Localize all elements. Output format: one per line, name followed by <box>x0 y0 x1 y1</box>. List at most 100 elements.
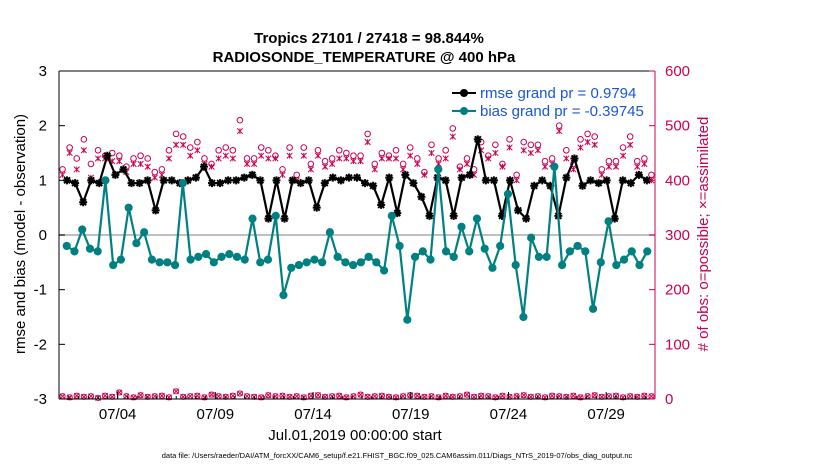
rmse-point <box>449 211 458 220</box>
obs-assimilated-point <box>357 158 364 165</box>
obs-low-assimilated-point <box>428 393 435 400</box>
obs-low-assimilated-point <box>215 393 222 400</box>
obs-low-possible-point <box>130 394 137 401</box>
obs-assimilated-point <box>236 127 244 135</box>
y-tick-label: 1 <box>39 172 47 189</box>
obs-assimilated-point <box>619 152 627 159</box>
obs-possible-point <box>172 130 180 138</box>
obs-assimilated-point <box>612 163 620 170</box>
rmse-point <box>208 179 217 188</box>
rmse-point <box>135 179 144 188</box>
rmse-point <box>87 176 96 185</box>
bias-point <box>519 312 528 322</box>
obs-low-possible-point <box>463 391 471 398</box>
obs-low-possible-point <box>102 392 109 399</box>
rmse-point <box>191 173 200 182</box>
y-axis-right-label: # of obs: o=possible; ×=assimilated <box>695 117 712 352</box>
obs-low-assimilated-point <box>371 393 378 400</box>
bias-point <box>232 252 242 261</box>
bias-point <box>372 258 381 267</box>
bias-point <box>418 247 427 256</box>
axes-layer: -3 -2 -1 0 1 2 3 0 100 200 300 400 500 600 07/04 07/09 0… <box>34 63 690 423</box>
y-right-tick-label: 600 <box>665 63 690 80</box>
obs-low-possible-point <box>570 392 577 399</box>
obs-assimilated-point <box>428 149 435 157</box>
obs-assimilated-point <box>165 155 173 162</box>
rmse-point <box>514 206 523 215</box>
y-right-tick-label: 300 <box>665 227 690 244</box>
rmse-point <box>127 179 136 188</box>
bias-point <box>581 247 590 256</box>
obs-low-possible-point <box>201 394 208 401</box>
bias-point <box>410 252 420 261</box>
obs-possible-point <box>506 136 513 143</box>
bias-point <box>201 250 211 259</box>
obs-low-assimilated-point <box>584 393 591 400</box>
bias-point <box>256 258 265 267</box>
obs-low-possible-point <box>137 392 144 399</box>
obs-possible-point <box>626 133 634 140</box>
obs-assimilated-point <box>80 147 87 154</box>
obs-assimilated-point <box>208 163 215 170</box>
bias-point <box>627 247 636 256</box>
rmse-point <box>353 173 361 182</box>
bias-point <box>240 255 249 264</box>
rmse-point <box>328 173 337 182</box>
obs-assimilated-point <box>407 152 414 159</box>
obs-assimilated-point <box>506 144 513 151</box>
bias-point <box>101 176 110 185</box>
bias-point <box>147 255 156 264</box>
obs-assimilated-point <box>300 152 307 159</box>
obs-assimilated-point <box>180 141 187 148</box>
bias-point <box>558 260 567 270</box>
obs-possible-point <box>335 146 343 154</box>
rmse-point <box>264 214 273 223</box>
obs-assimilated-point <box>520 147 527 154</box>
obs-possible-point <box>300 144 308 151</box>
rmse-point <box>119 165 128 174</box>
obs-assimilated-point <box>414 160 421 168</box>
obs-assimilated-point <box>314 152 322 159</box>
y-tick-label: 0 <box>39 227 47 244</box>
rmse-point <box>344 173 353 182</box>
obs-possible-point <box>364 130 371 138</box>
bias-point <box>62 241 71 251</box>
data-file-footer: data file: /Users/raeder/DAI/ATM_forcXX/… <box>162 451 633 460</box>
rmse-point <box>385 173 394 182</box>
obs-possible-point <box>449 125 457 132</box>
rmse-point <box>473 135 482 144</box>
obs-possible-point <box>137 152 144 160</box>
obs-possible-point <box>286 144 293 151</box>
legend: rmse grand pr = 0.9794 bias grand pr = -… <box>452 85 644 120</box>
obs-assimilated-point <box>307 166 315 173</box>
obs-assimilated-point <box>116 158 123 165</box>
bias-point <box>395 241 404 251</box>
obs-possible-point <box>265 146 272 154</box>
rmse-point <box>481 176 490 185</box>
rmse-point <box>312 203 321 212</box>
obs-low-possible-point <box>116 389 123 396</box>
obs-assimilated-point <box>144 163 151 170</box>
bias-point <box>449 252 458 261</box>
rmse-point <box>377 200 386 209</box>
obs-low-possible-point <box>236 390 244 397</box>
obs-possible-point <box>257 144 265 151</box>
obs-low-possible-point <box>336 392 343 399</box>
bias-point <box>573 241 582 251</box>
obs-assimilated-point <box>492 149 499 157</box>
rmse-point <box>497 211 506 220</box>
rmse-point <box>256 176 265 185</box>
obs-assimilated-point <box>222 152 229 159</box>
y-right-tick-label: 500 <box>665 118 690 135</box>
bias-point <box>349 260 358 270</box>
rmse-point <box>224 176 233 185</box>
obs-assimilated-point <box>442 155 449 162</box>
bias-point <box>302 258 311 267</box>
bias-point <box>333 252 342 261</box>
obs-assimilated-point <box>463 160 471 168</box>
bias-point <box>186 255 195 264</box>
rmse-point <box>103 151 112 160</box>
bias-point <box>542 252 551 261</box>
obs-low-possible-point <box>499 392 506 399</box>
obs-low-possible-point <box>641 392 648 399</box>
